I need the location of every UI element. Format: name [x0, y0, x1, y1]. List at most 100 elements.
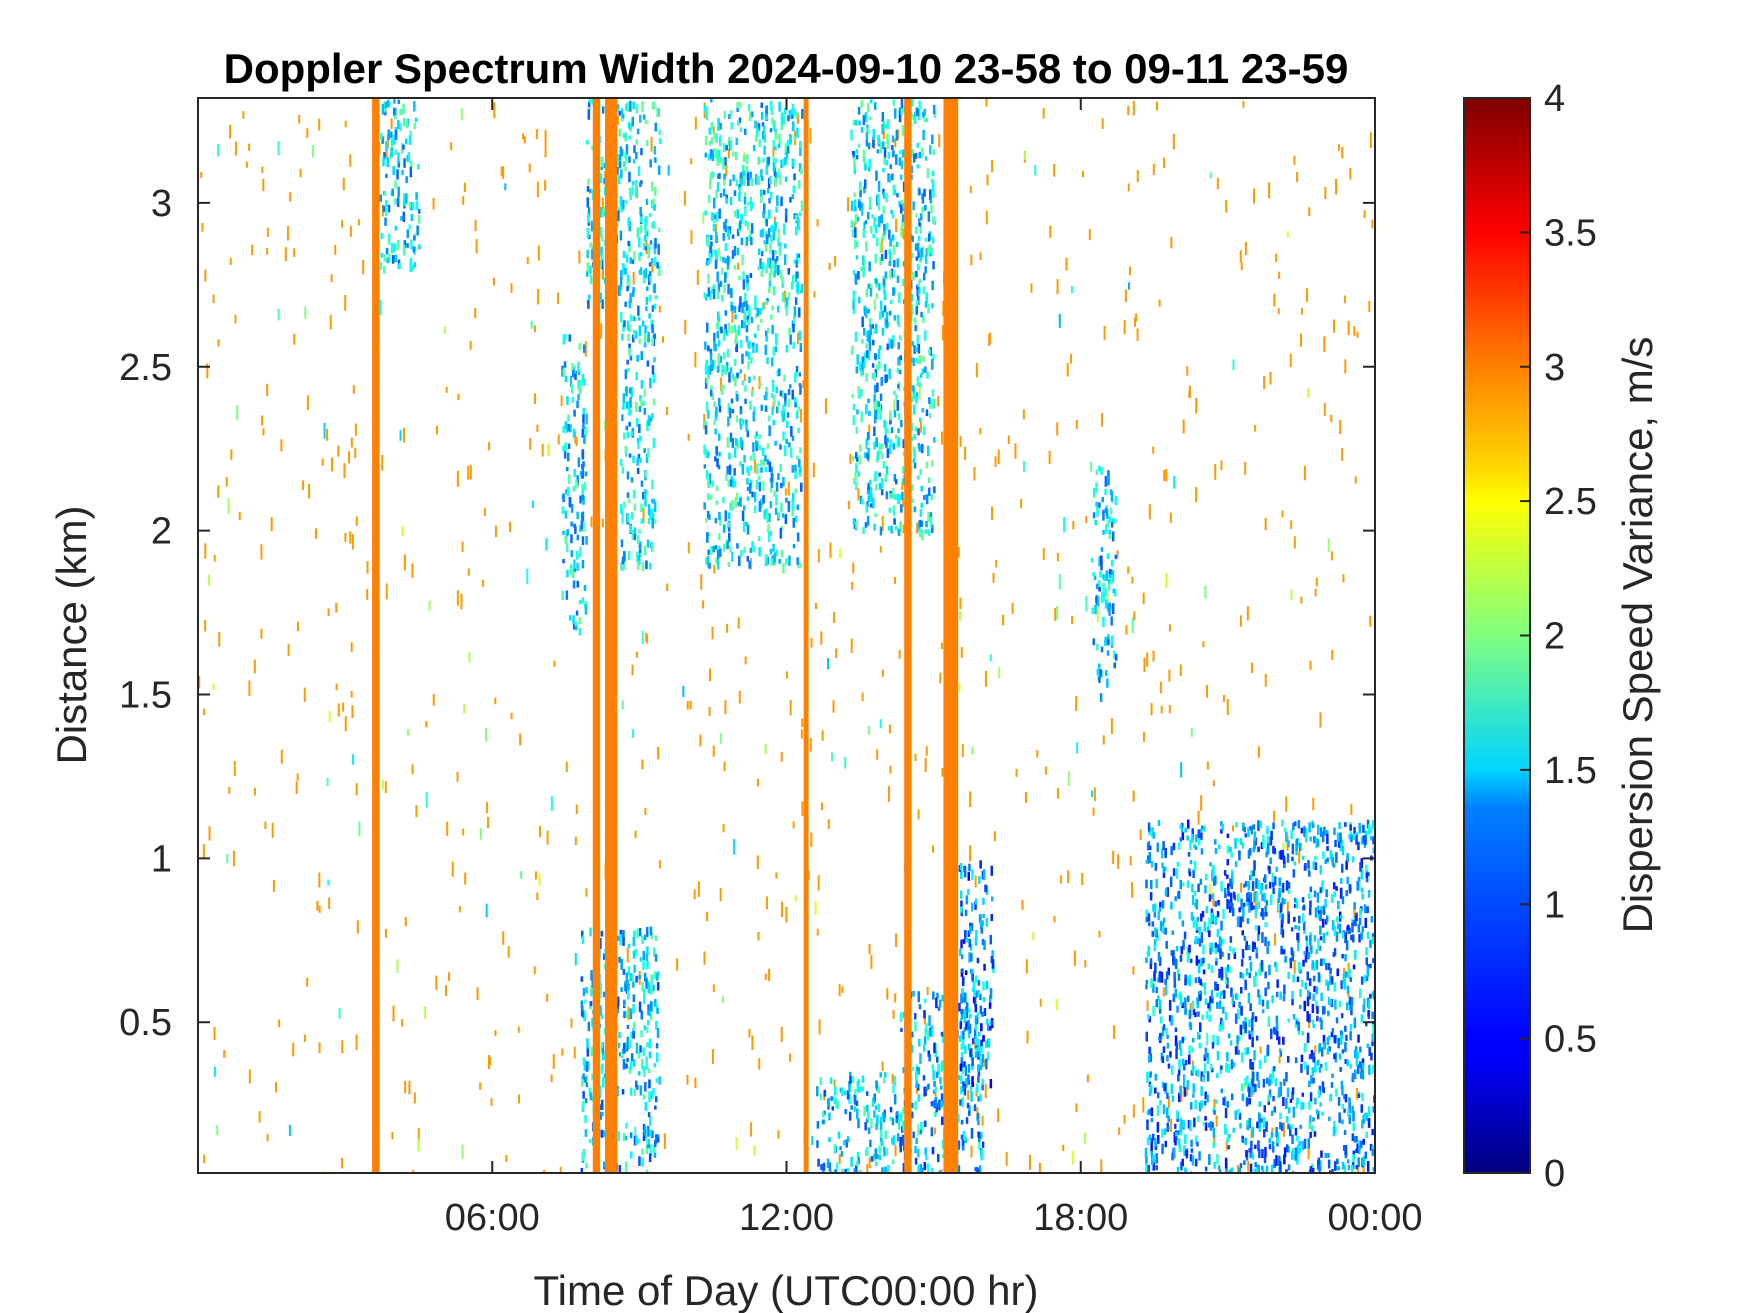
echo-cell	[726, 348, 730, 358]
noise-speckle	[785, 671, 788, 679]
noise-speckle	[841, 986, 844, 993]
echo-cell	[889, 164, 892, 170]
noise-speckle	[657, 746, 660, 760]
noise-speckle	[520, 871, 523, 880]
echo-cell	[385, 141, 388, 152]
noise-speckle	[232, 850, 235, 867]
noise-speckle	[756, 855, 759, 870]
echo-cell	[1153, 970, 1156, 982]
echo-cell	[1164, 847, 1167, 859]
echo-cell	[651, 200, 654, 209]
noise-speckle	[985, 670, 988, 687]
echo-cell	[626, 471, 630, 480]
echo-cell	[1287, 1123, 1290, 1130]
echo-cell	[1257, 934, 1260, 942]
echo-cell	[589, 189, 592, 194]
echo-cell	[1181, 1002, 1184, 1009]
echo-cell	[763, 509, 766, 520]
echo-cell	[916, 142, 920, 148]
echo-cell	[1340, 1080, 1344, 1090]
echo-cell	[916, 300, 919, 306]
echo-cell	[565, 543, 569, 553]
noise-speckle	[318, 1042, 321, 1054]
echo-cell	[1170, 1083, 1174, 1094]
echo-cell	[703, 444, 706, 455]
echo-cell	[896, 1133, 900, 1142]
echo-cell	[396, 197, 400, 207]
echo-cell	[1243, 935, 1247, 941]
echo-cell	[925, 118, 928, 123]
echo-cell	[712, 284, 716, 289]
noise-speckle	[1263, 375, 1266, 390]
echo-cell	[1145, 1156, 1148, 1166]
echo-cell	[381, 136, 384, 144]
echo-cell	[1296, 1154, 1299, 1165]
echo-cell	[780, 482, 783, 489]
echo-cell	[896, 439, 899, 448]
echo-cell	[1327, 1010, 1330, 1016]
echo-cell	[745, 304, 749, 311]
echo-cell	[1351, 1133, 1355, 1142]
echo-cell	[1255, 953, 1259, 959]
echo-cell	[1201, 825, 1204, 830]
noise-speckle	[1350, 803, 1353, 816]
echo-cell	[890, 209, 893, 214]
noise-speckle	[487, 816, 490, 829]
echo-cell	[1308, 893, 1311, 899]
echo-cell	[924, 529, 928, 535]
echo-cell	[636, 535, 640, 544]
echo-cell	[1301, 1102, 1305, 1110]
echo-cell	[782, 114, 786, 126]
echo-cell	[1322, 933, 1326, 944]
echo-cell	[736, 107, 739, 112]
echo-cell	[911, 1031, 914, 1038]
noise-speckle	[898, 649, 901, 659]
noise-speckle	[1226, 699, 1229, 716]
echo-cell	[644, 332, 647, 343]
noise-speckle	[295, 781, 298, 794]
echo-cell	[914, 1013, 917, 1020]
echo-cell	[1208, 930, 1211, 938]
echo-cell	[571, 362, 574, 370]
echo-cell	[1334, 839, 1337, 847]
echo-cell	[1228, 966, 1231, 973]
noise-speckle	[998, 667, 1001, 679]
echo-cell	[1339, 845, 1342, 852]
echo-cell	[1158, 956, 1162, 967]
echo-cell	[627, 401, 630, 406]
echo-cell	[851, 345, 854, 353]
echo-cell	[657, 227, 661, 233]
echo-cell	[1330, 1082, 1334, 1088]
echo-cell	[1348, 834, 1351, 840]
noise-speckle	[1314, 588, 1317, 597]
noise-speckle	[381, 454, 384, 471]
echo-cell	[619, 196, 623, 207]
echo-cell	[1224, 967, 1227, 974]
echo-cell	[1160, 848, 1164, 859]
noise-speckle	[1067, 771, 1070, 787]
noise-speckle	[251, 244, 254, 256]
echo-cell	[1152, 904, 1155, 912]
echo-cell	[920, 1121, 923, 1133]
echo-cell	[1239, 916, 1242, 928]
echo-cell	[586, 249, 589, 259]
noise-speckle	[425, 792, 428, 808]
echo-cell	[979, 993, 982, 1001]
echo-cell	[627, 280, 630, 291]
echo-cell	[568, 615, 572, 621]
noise-speckle	[213, 554, 216, 562]
noise-speckle	[897, 129, 900, 140]
echo-cell	[890, 525, 893, 534]
echo-cell	[1281, 913, 1284, 924]
echo-cell	[638, 252, 641, 261]
echo-cell	[1321, 918, 1325, 928]
noise-speckle	[814, 901, 817, 915]
noise-speckle	[1042, 548, 1045, 560]
echo-cell	[1167, 1126, 1170, 1131]
echo-cell	[1232, 1062, 1236, 1068]
echo-cell	[620, 169, 623, 179]
echo-cell	[706, 472, 709, 480]
echo-cell	[1344, 1094, 1348, 1103]
echo-cell	[1312, 993, 1315, 1002]
echo-cell	[746, 171, 750, 181]
